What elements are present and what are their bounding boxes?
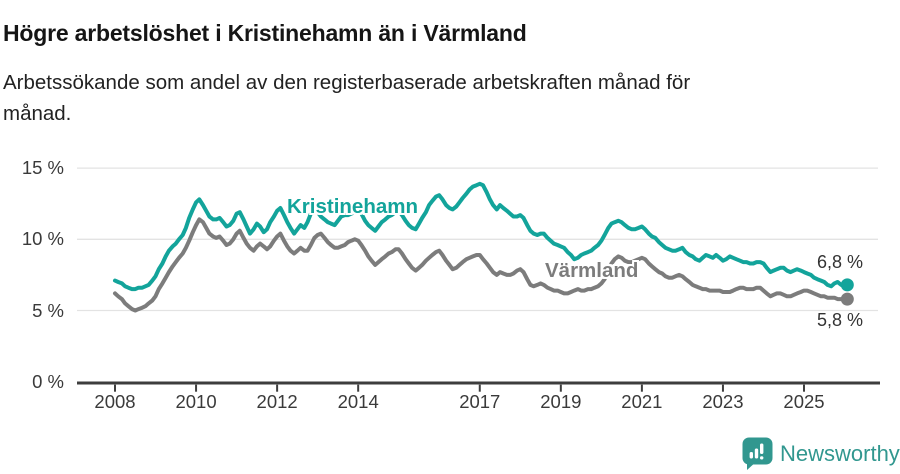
chart-subtitle-line2: månad.: [3, 102, 72, 125]
newsworthy-logo-icon: [742, 437, 773, 470]
x-tick-label-2021: 2021: [621, 391, 663, 412]
series-line-kristinehamn: [113, 181, 844, 292]
newsworthy-logo-text: Newsworthy: [780, 441, 900, 466]
y-tick-label-0: 0 %: [32, 370, 64, 392]
chart-subtitle-line1: Arbetssökande som andel av den registerb…: [3, 71, 691, 94]
series-label-varmland: Värmland: [545, 259, 639, 282]
x-tick-label-2012: 2012: [256, 391, 298, 412]
y-tick-label-10: 10 %: [21, 228, 64, 250]
y-tick-label-5: 5 %: [32, 299, 64, 321]
end-value-label-varmland: 5,8 %: [817, 310, 864, 330]
newsworthy-logo[interactable]: Newsworthy: [742, 437, 900, 471]
x-tick-label-2023: 2023: [702, 391, 744, 412]
end-dot-varmland: [840, 292, 854, 306]
x-tick-label-2019: 2019: [540, 391, 582, 412]
series-label-kristinehamn: Kristinehamn: [287, 195, 418, 218]
page-title: Högre arbetslöshet i Kristinehamn än i V…: [3, 20, 527, 47]
series-line-varmland: [113, 217, 844, 313]
x-tick-label-2017: 2017: [459, 391, 501, 412]
x-tick-label-2025: 2025: [783, 391, 825, 412]
end-dot-kristinehamn: [840, 278, 854, 292]
x-tick-label-2014: 2014: [337, 391, 379, 412]
x-tick-label-2010: 2010: [175, 391, 217, 412]
x-tick-label-2008: 2008: [94, 391, 136, 412]
end-value-label-kristinehamn: 6,8 %: [817, 252, 864, 272]
y-tick-label-15: 15 %: [21, 157, 64, 179]
